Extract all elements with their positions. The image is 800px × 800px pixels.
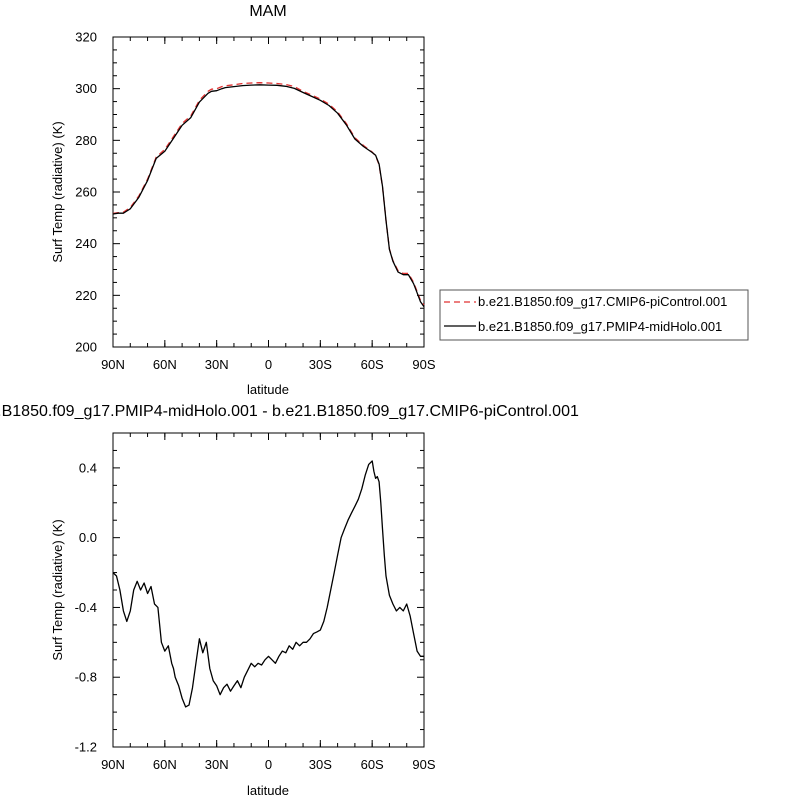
y-tick-label: -1.2 (75, 740, 97, 755)
y-tick-label: 260 (75, 185, 97, 200)
axes-frame (112, 432, 425, 748)
y-tick-label: -0.4 (75, 600, 97, 615)
x-tick-label: 60N (153, 357, 177, 372)
x-axis-label: latitude (247, 783, 289, 798)
legend-label-picontrol: b.e21.B1850.f09_g17.CMIP6-piControl.001 (478, 294, 727, 309)
x-tick-label: 30S (309, 757, 332, 772)
x-tick-label: 90N (101, 757, 125, 772)
y-tick-label: 0.4 (79, 460, 97, 475)
y-axis-label: Surf Temp (radiative) (K) (50, 121, 65, 262)
chart-panel-mean: MAM 90N 60N 30N 0 30S 60S 90S 200 220 240 260 280 30… (50, 3, 436, 397)
y-tick-label: 220 (75, 288, 97, 303)
y-tick-label: 240 (75, 236, 97, 251)
y-tick-label: 300 (75, 81, 97, 96)
x-tick-label: 60S (361, 357, 384, 372)
y-tick-label: -0.8 (75, 670, 97, 685)
series-line-picontrol (112, 82, 425, 306)
tick-labels: 90N 60N 30N 0 30S 60S 90S -1.2 -0.8 -0.4 0.0 0.4 (75, 460, 436, 772)
series-line-midholo (112, 84, 425, 308)
y-tick-label: 320 (75, 30, 97, 45)
x-tick-label: 30N (205, 357, 229, 372)
x-tick-label: 60S (361, 757, 384, 772)
x-tick-label: 60N (153, 757, 177, 772)
chart-title: MAM (249, 3, 286, 20)
legend-label-midholo: b.e21.B1850.f09_g17.PMIP4-midHolo.001 (478, 319, 722, 334)
y-tick-label: 0.0 (79, 530, 97, 545)
legend: b.e21.B1850.f09_g17.CMIP6-piControl.001 … (439, 289, 749, 341)
x-tick-label: 90S (412, 357, 435, 372)
series-line-difference (112, 460, 424, 708)
x-tick-label: 30N (205, 757, 229, 772)
x-tick-label: 90S (412, 757, 435, 772)
plot-frame (112, 432, 425, 748)
x-tick-label: 30S (309, 357, 332, 372)
y-axis-label: Surf Temp (radiative) (K) (50, 519, 65, 660)
axes-frame (112, 36, 425, 348)
y-tick-label: 200 (75, 340, 97, 355)
series-lines (112, 82, 425, 308)
x-axis-label: latitude (247, 382, 289, 397)
x-tick-label: 0 (265, 357, 272, 372)
x-tick-label: 90N (101, 357, 125, 372)
x-tick-label: 0 (265, 757, 272, 772)
chart-panel-difference: b.e21.B1850.f09_g17.PMIP4-midHolo.001 - … (0, 403, 579, 798)
legend-box (439, 289, 749, 341)
tick-labels: 90N 60N 30N 0 30S 60S 90S 200 220 240 260 280 300 320 (75, 30, 436, 373)
chart-title: b.e21.B1850.f09_g17.PMIP4-midHolo.001 - … (0, 403, 579, 420)
y-tick-label: 280 (75, 133, 97, 148)
series-lines (112, 460, 424, 708)
